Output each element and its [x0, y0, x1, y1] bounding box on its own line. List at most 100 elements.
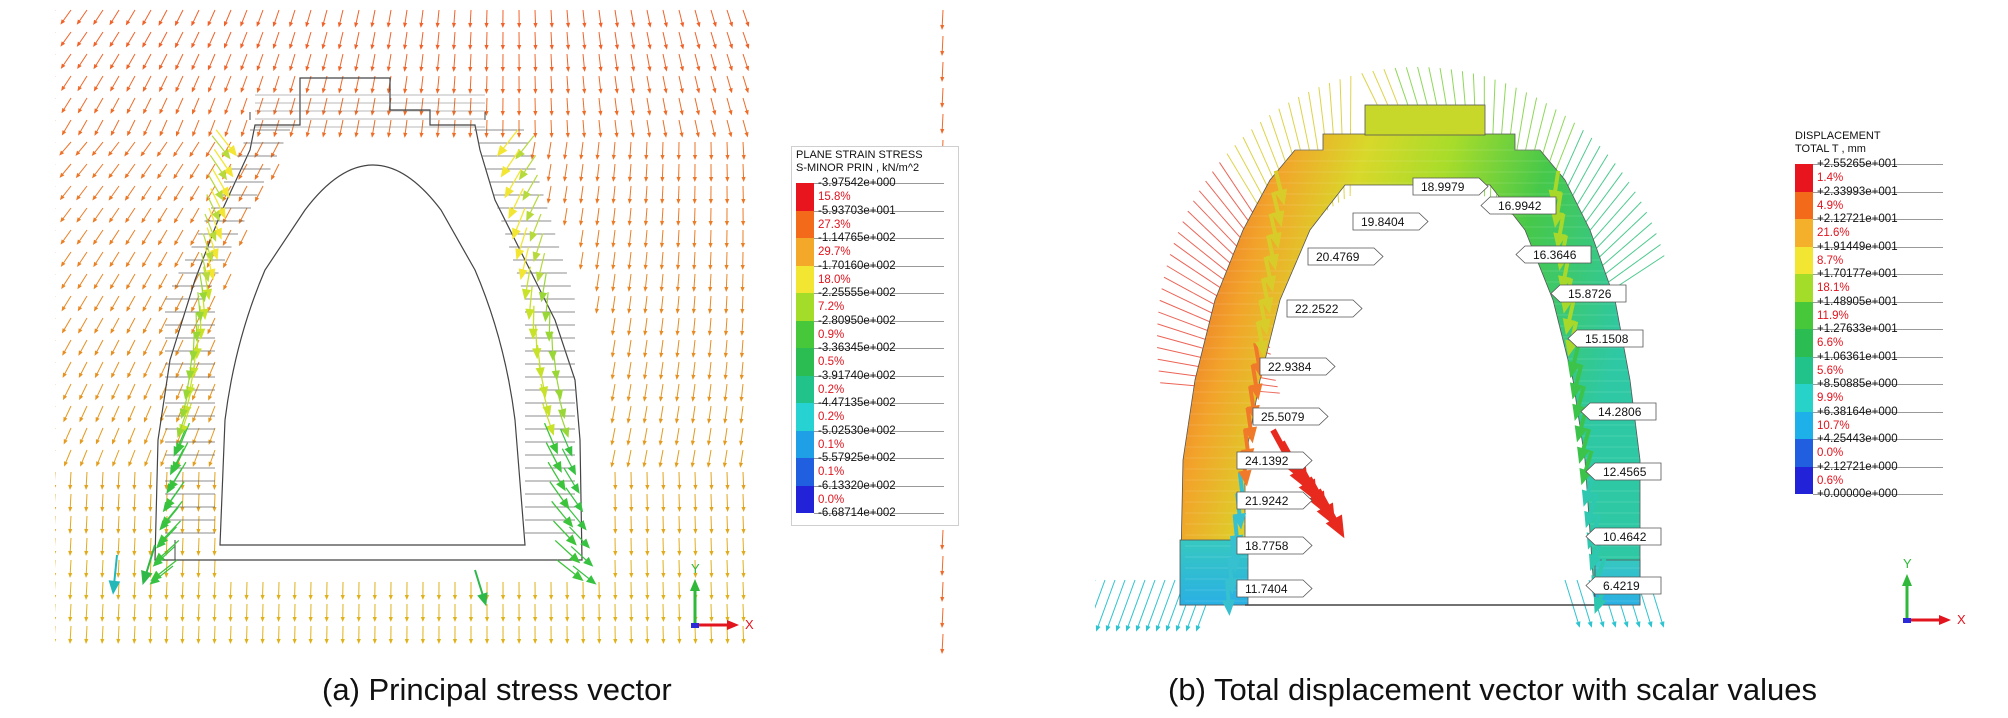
stress-arrow — [626, 361, 632, 380]
stress-arrow — [62, 383, 72, 401]
stress-arrow — [191, 75, 200, 93]
stress-arrow — [292, 625, 297, 644]
scalar-label-text: 10.4642 — [1603, 530, 1647, 544]
stress-arrow — [100, 493, 105, 512]
stress-arrow — [289, 53, 296, 72]
stress-arrow — [77, 53, 88, 70]
stress-arrow — [516, 625, 522, 644]
stress-arrow — [125, 273, 136, 290]
stress-arrow — [642, 449, 648, 468]
stress-arrow — [627, 163, 633, 182]
stress-arrow — [611, 163, 616, 182]
stress-arrow — [693, 515, 698, 534]
stress-arrow — [142, 53, 152, 70]
stress-arrow — [92, 185, 104, 201]
stress-arrow — [260, 581, 265, 600]
stress-arrow — [708, 207, 713, 226]
scalar-label-text: 12.4565 — [1603, 465, 1647, 479]
stress-arrow — [92, 163, 104, 179]
stress-arrow — [661, 581, 666, 600]
stress-arrow — [500, 581, 506, 600]
stress-arrow — [116, 625, 121, 644]
stress-arrow — [642, 427, 648, 446]
stress-arrow — [305, 97, 312, 116]
displacement-arrow — [1576, 579, 1593, 628]
scalar-label: 11.7404 — [1236, 579, 1313, 598]
stress-arrow — [940, 581, 945, 602]
stress-arrow — [740, 295, 745, 314]
stress-arrow — [100, 581, 105, 600]
stress-arrow — [708, 185, 714, 204]
stress-arrow — [626, 383, 632, 402]
stress-legend-percent: 15.8% — [818, 191, 851, 203]
stress-arrow — [143, 405, 152, 423]
stress-arrow — [674, 427, 680, 446]
stress-arrow — [435, 53, 440, 72]
stress-legend-percent: 0.2% — [818, 383, 845, 396]
stress-arrow — [709, 625, 714, 644]
stress-arrow — [517, 53, 522, 72]
lining-stress-arrow — [515, 227, 528, 260]
stress-arrow — [741, 537, 746, 556]
lining-stress-arrow — [558, 409, 570, 438]
stress-arrow — [59, 163, 72, 178]
stress-arrow — [132, 581, 137, 600]
stress-arrow — [611, 273, 616, 292]
stress-arrow — [174, 295, 184, 313]
stress-arrow — [273, 119, 280, 138]
stress-arrow — [77, 97, 88, 114]
stress-arrow — [388, 625, 393, 644]
stress-arrow — [659, 339, 664, 358]
stress-arrow — [354, 53, 360, 72]
stress-arrow — [722, 449, 728, 468]
stress-arrow — [533, 625, 538, 644]
stress-arrow — [419, 9, 424, 28]
stress-arrow — [565, 119, 570, 138]
scalar-label-text: 24.1392 — [1245, 454, 1289, 468]
stress-arrow — [110, 75, 120, 92]
stress-legend-value: -3.36345e+002 — [818, 342, 896, 354]
stress-arrow — [516, 603, 522, 622]
stress-arrow — [305, 9, 312, 28]
stress-arrow — [208, 383, 216, 401]
stress-arrow — [93, 53, 104, 70]
stress-arrow — [173, 207, 184, 224]
stress-arrow — [196, 493, 201, 512]
stress-arrow — [709, 141, 714, 160]
stress-arrow — [675, 317, 680, 336]
stress-arrow — [212, 603, 217, 622]
stress-arrow — [677, 537, 682, 556]
stress-arrow — [646, 9, 652, 28]
displacement-legend-percent: 11.9% — [1817, 309, 1849, 322]
lining-stress-arrow — [512, 207, 526, 240]
displacement-legend-tick — [1813, 164, 1943, 165]
lining-stress-arrow — [198, 272, 208, 303]
stress-arrow — [549, 75, 554, 94]
stress-arrow — [613, 603, 618, 622]
stress-arrow — [452, 603, 458, 622]
stress-arrow — [661, 493, 666, 512]
stress-arrow — [388, 603, 393, 622]
displacement-legend-swatch — [1795, 219, 1813, 247]
stress-arrow — [260, 625, 265, 644]
stress-arrow — [109, 31, 120, 48]
lining-stress-arrow — [500, 148, 521, 178]
stress-arrow — [212, 559, 217, 578]
stress-arrow — [386, 53, 392, 72]
stress-arrow — [725, 537, 730, 556]
stress-arrow — [741, 207, 746, 226]
displacement-legend-tick — [1813, 439, 1943, 440]
stress-arrow — [224, 119, 232, 137]
stress-arrow — [289, 97, 296, 116]
scalar-label: 22.9384 — [1259, 357, 1336, 376]
stress-arrow — [708, 163, 714, 182]
stress-arrow — [468, 625, 474, 644]
stress-arrow — [100, 515, 105, 534]
stress-arrow — [626, 427, 632, 446]
stress-arrow — [533, 75, 538, 94]
stress-legend-percent: 29.7% — [818, 246, 851, 258]
stress-arrow — [676, 207, 681, 226]
lining-stress-arrow — [556, 389, 567, 419]
stress-arrow — [533, 119, 538, 138]
displacement-axis-y-label: Y — [1903, 556, 1912, 571]
